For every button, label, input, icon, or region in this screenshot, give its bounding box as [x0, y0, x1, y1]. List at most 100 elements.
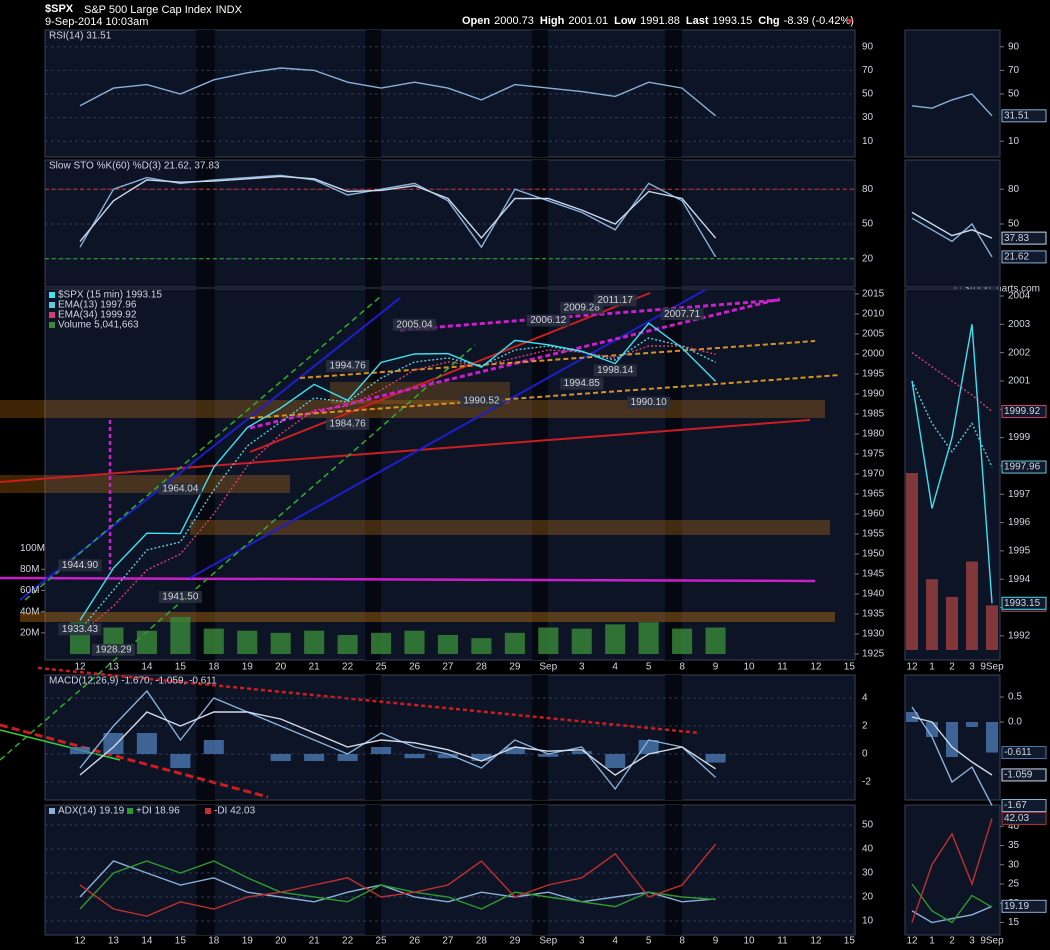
- series-line: [79, 843, 717, 917]
- quote-label: Last: [686, 15, 709, 27]
- y-tick-label: 4: [862, 693, 868, 704]
- y-tick-label: 50: [862, 89, 874, 100]
- x-tick-label: 11: [777, 936, 788, 947]
- quote-label: High: [540, 15, 565, 27]
- trend-line: [0, 723, 269, 799]
- value-tag-label: 1999.92: [1004, 406, 1041, 417]
- legend-swatch: [49, 292, 55, 298]
- panel-title: Slow STO %K(60) %D(3) 21.62, 37.83: [49, 161, 220, 172]
- quote-value: 2000.73: [494, 15, 534, 27]
- legend-label: -DI 42.03: [214, 806, 256, 817]
- panels: [44, 29, 1001, 936]
- annotation-box: [593, 294, 637, 307]
- bar: [371, 747, 392, 754]
- bar: [966, 561, 978, 650]
- y-tick-label: 1970: [862, 469, 885, 480]
- x-tick-label: 15: [844, 662, 856, 673]
- support-zone: [20, 612, 835, 622]
- bar: [672, 628, 693, 654]
- bar: [638, 740, 659, 754]
- y-tick-label: 30: [862, 112, 874, 123]
- symbol: $SPX: [45, 3, 74, 15]
- x-tick-label: 3: [579, 662, 585, 673]
- quote-value: 2001.01: [568, 15, 608, 27]
- change-label: Chg: [758, 15, 779, 27]
- x-tick-label: 1: [929, 936, 935, 947]
- trend-line: [0, 419, 811, 483]
- annotation-label: 1941.50: [162, 592, 199, 603]
- annotation-label: 1994.76: [330, 361, 367, 372]
- drawings: [0, 289, 841, 799]
- annotation-label: 1994.85: [564, 378, 601, 389]
- y-tick-label: 15: [1008, 917, 1020, 928]
- y-tick-label: 25: [1008, 879, 1020, 890]
- y-tick-label: 1940: [862, 589, 885, 600]
- x-tick-label: 13: [108, 662, 120, 673]
- bar: [371, 632, 392, 654]
- bar: [437, 634, 458, 654]
- value-tag: [1001, 596, 1047, 610]
- y-tick-label: 2005: [862, 329, 885, 340]
- value-tag: [1001, 811, 1047, 825]
- x-tick-label: 28: [476, 662, 488, 673]
- y-tick-label: 50: [862, 219, 874, 230]
- bar: [705, 627, 726, 654]
- series-line: [911, 905, 993, 924]
- y-tick-label: 1960: [862, 509, 885, 520]
- series-line: [911, 217, 993, 258]
- bar: [966, 722, 978, 727]
- bar: [170, 616, 191, 654]
- legend-swatch: [49, 302, 55, 308]
- legend-label: +DI 18.96: [136, 806, 180, 817]
- bar: [69, 747, 91, 754]
- x-tick-label: 25: [375, 936, 387, 947]
- annotation-box: [593, 364, 637, 377]
- timestamp: 9-Sep-2014 10:03am: [45, 16, 148, 28]
- legend-label: EMA(34) 1999.92: [58, 310, 137, 321]
- support-zone: [190, 520, 830, 535]
- quote-value: 1991.88: [640, 15, 680, 27]
- series-line: [79, 174, 717, 258]
- legend-swatch: [49, 322, 55, 328]
- trend-line: [37, 666, 701, 735]
- channel-line: [299, 340, 816, 379]
- annotation-box: [392, 318, 437, 331]
- y-tick-label: 1995: [1008, 546, 1031, 557]
- session-shade: [665, 805, 682, 935]
- bar: [471, 754, 492, 761]
- bar: [946, 596, 958, 650]
- bar: [404, 630, 425, 654]
- x-tick-label: 12: [810, 662, 822, 673]
- annotation-box: [58, 623, 102, 636]
- x-tick-label: 29: [509, 936, 521, 947]
- series-line: [911, 352, 993, 413]
- y-tick-label: 1992: [1008, 630, 1031, 641]
- exchange: INDX: [216, 4, 243, 16]
- value-tag-label: 1997.96: [1004, 462, 1041, 473]
- trend-line: [249, 292, 651, 453]
- x-tick-label: 20: [275, 662, 287, 673]
- y-tick-label: 2003: [1008, 319, 1031, 330]
- bar: [705, 754, 726, 763]
- bar: [538, 627, 559, 654]
- x-tick-label: 1: [929, 662, 935, 673]
- value-tag-label: 1993.15: [1004, 598, 1041, 609]
- x-tick-label: 10: [743, 662, 755, 673]
- panel-background: [904, 29, 1001, 158]
- bar: [270, 754, 291, 761]
- y-tick-label: 1975: [862, 449, 885, 460]
- y2-tick-label: 20M: [20, 627, 39, 638]
- session-shade: [196, 805, 215, 935]
- y-tick-label: 20: [862, 892, 874, 903]
- bar: [926, 579, 938, 650]
- annotation-label: 1933.43: [62, 624, 99, 635]
- y-tick-label: 20: [862, 253, 874, 264]
- series-line: [79, 337, 716, 631]
- legend-label: Volume 5,041,663: [58, 320, 139, 331]
- support-zone: [0, 475, 290, 493]
- x-tick-label: 15: [844, 936, 856, 947]
- session-shade: [532, 805, 548, 935]
- y-tick-label: 40: [1008, 821, 1020, 832]
- trend-line: [19, 297, 401, 601]
- legend-label: EMA(13) 1997.96: [58, 300, 137, 311]
